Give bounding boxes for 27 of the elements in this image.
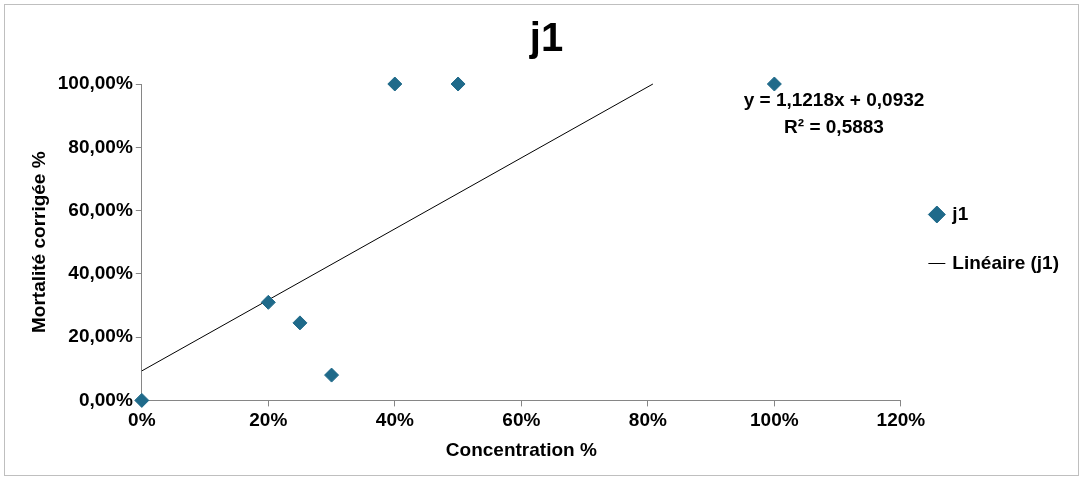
x-tick-label: 80% — [628, 409, 667, 431]
y-tick-label: 100,00% — [57, 72, 133, 94]
point — [134, 392, 150, 408]
y-tick-label: 60,00% — [68, 198, 133, 220]
y-tick-label: 40,00% — [68, 262, 133, 284]
x-axis-title: Concentration % — [445, 438, 597, 460]
x-tick-label: 0% — [128, 409, 156, 431]
point — [387, 76, 403, 92]
x-tick-label: 60% — [502, 409, 541, 431]
legend-label: Linéaire (j1) — [952, 251, 1060, 273]
annotation: R² = 0,5883 — [784, 116, 884, 137]
y-tick-label: 80,00% — [68, 135, 133, 157]
point — [324, 367, 340, 383]
point — [292, 315, 308, 331]
x-tick-label: 20% — [249, 409, 288, 431]
x-tick-label: 120% — [876, 409, 926, 431]
point — [450, 76, 466, 92]
y-tick-label: 0,00% — [78, 388, 133, 410]
x-tick-label: 40% — [375, 409, 414, 431]
legend-label: j1 — [951, 202, 969, 224]
y-axis-title: Mortalité corrigée % — [27, 151, 49, 333]
point — [260, 294, 276, 310]
x-tick-label: 100% — [750, 409, 799, 431]
chart-title: j1 — [528, 15, 564, 60]
annotation: y = 1,1218x + 0,0932 — [743, 89, 925, 110]
y-tick-label: 20,00% — [68, 325, 133, 347]
point — [766, 76, 782, 92]
